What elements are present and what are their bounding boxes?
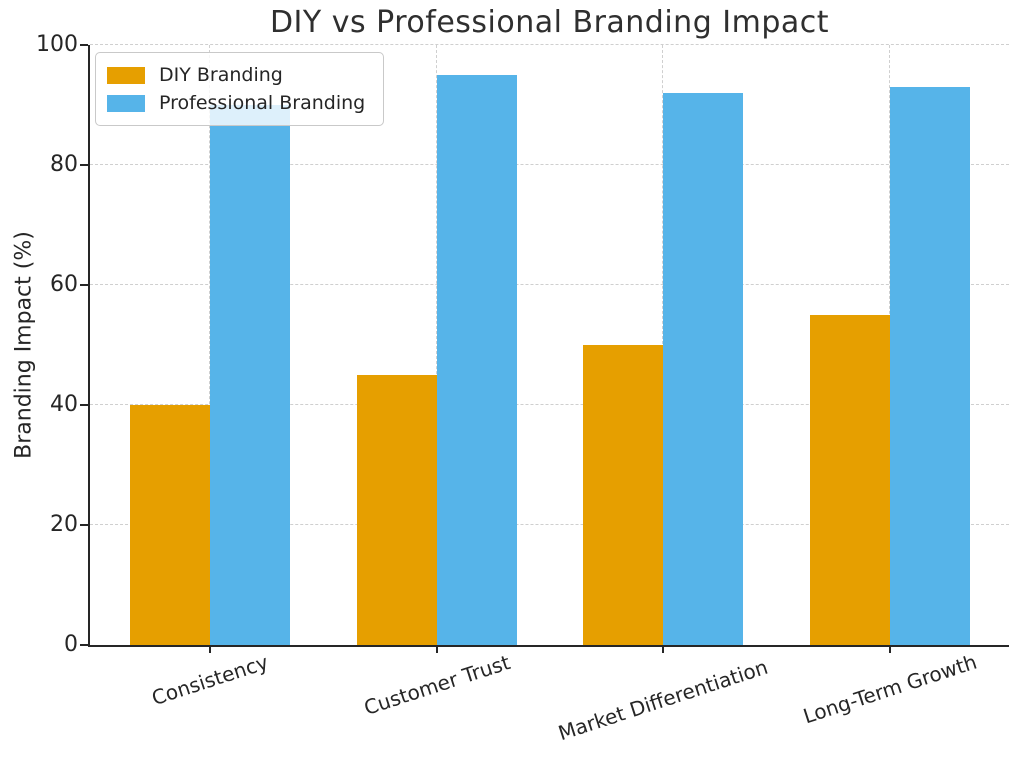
plot-area bbox=[88, 44, 1009, 647]
gridline-y-20 bbox=[90, 524, 1009, 525]
y-tick-mark-100 bbox=[80, 44, 88, 46]
x-tick-label-long-term-growth: Long-Term Growth bbox=[799, 649, 980, 729]
x-tick-mark-long-term-growth bbox=[888, 646, 891, 653]
gridline-x-consistency bbox=[209, 45, 210, 645]
y-axis-label: Branding Impact (%) bbox=[11, 231, 37, 459]
y-tick-label-100: 100 bbox=[36, 32, 78, 57]
bar-diy-branding-market-differentiation bbox=[583, 345, 663, 645]
x-tick-mark-customer-trust bbox=[435, 646, 438, 653]
x-tick-label-customer-trust: Customer Trust bbox=[360, 650, 513, 720]
y-tick-label-40: 40 bbox=[50, 392, 78, 417]
gridline-y-80 bbox=[90, 164, 1009, 165]
bar-professional-branding-long-term-growth bbox=[889, 87, 970, 645]
legend-label-diy-branding: DIY Branding bbox=[159, 64, 283, 86]
y-tick-label-60: 60 bbox=[50, 272, 78, 297]
gridline-y-60 bbox=[90, 284, 1009, 285]
bar-diy-branding-consistency bbox=[130, 405, 210, 645]
legend-swatch-professional-branding bbox=[107, 94, 145, 112]
y-tick-mark-40 bbox=[80, 404, 88, 406]
y-tick-mark-0 bbox=[80, 644, 88, 646]
bar-diy-branding-customer-trust bbox=[356, 375, 437, 645]
chart-title: DIY vs Professional Branding Impact bbox=[269, 5, 830, 40]
bar-professional-branding-consistency bbox=[210, 105, 290, 645]
y-tick-mark-80 bbox=[80, 164, 88, 166]
x-tick-mark-consistency bbox=[209, 646, 211, 653]
y-tick-label-0: 0 bbox=[64, 632, 78, 657]
legend: DIY Branding Professional Branding bbox=[95, 52, 385, 126]
x-tick-label-market-differentiation: Market Differentiation bbox=[555, 654, 771, 746]
legend-label-professional-branding: Professional Branding bbox=[159, 92, 366, 114]
x-tick-mark-market-differentiation bbox=[662, 646, 664, 653]
gridline-y-100 bbox=[90, 44, 1009, 45]
y-tick-mark-60 bbox=[80, 284, 88, 286]
y-tick-label-80: 80 bbox=[50, 152, 78, 177]
legend-row-professional-branding: Professional Branding bbox=[107, 89, 365, 117]
y-axis-spine bbox=[88, 45, 90, 647]
gridline-y-40 bbox=[90, 404, 1009, 405]
y-tick-label-20: 20 bbox=[50, 512, 78, 537]
bar-professional-branding-customer-trust bbox=[436, 75, 517, 645]
y-tick-mark-20 bbox=[80, 524, 88, 526]
bar-diy-branding-long-term-growth bbox=[809, 315, 890, 645]
legend-row-diy-branding: DIY Branding bbox=[107, 61, 365, 89]
x-tick-label-consistency: Consistency bbox=[148, 649, 272, 711]
x-axis-spine bbox=[88, 645, 1009, 647]
gridline-x-customer-trust bbox=[435, 45, 437, 645]
bar-professional-branding-market-differentiation bbox=[663, 93, 743, 645]
legend-swatch-diy-branding bbox=[107, 66, 145, 84]
legend-items: DIY Branding Professional Branding bbox=[107, 61, 365, 117]
